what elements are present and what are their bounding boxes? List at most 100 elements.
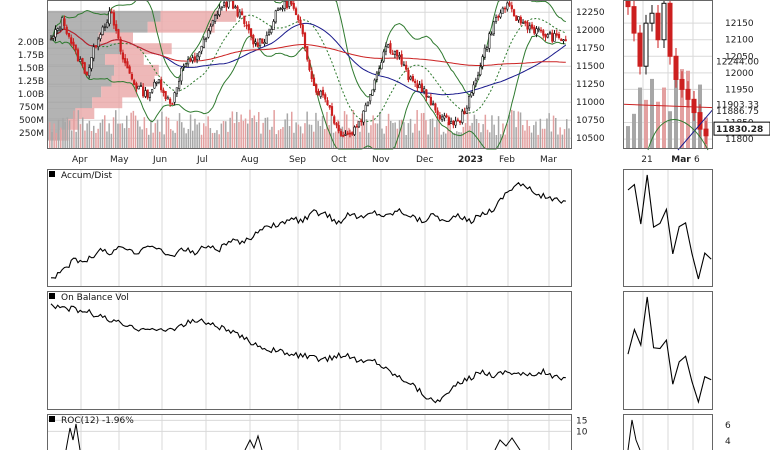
- candle-body: [121, 52, 125, 60]
- candle-body: [144, 90, 147, 97]
- volume-bar: [145, 128, 148, 149]
- candle-body: [148, 92, 152, 98]
- candle-body: [263, 42, 266, 45]
- volume-bar: [326, 111, 328, 149]
- volume-bar: [407, 123, 410, 149]
- candle-body: [423, 88, 426, 92]
- candle-body: [56, 28, 59, 31]
- on-balance-volume-detail-line: [627, 296, 712, 405]
- candle-body: [335, 123, 338, 126]
- volume-bar: [475, 119, 478, 149]
- candle-body: [126, 61, 129, 69]
- volume-bar: [449, 121, 451, 149]
- volume-bar: [187, 129, 190, 149]
- volume-bar: [88, 120, 91, 149]
- candle-body: [371, 89, 374, 96]
- candle-body: [467, 96, 471, 109]
- volume-bar: [557, 134, 559, 149]
- volume-bar: [51, 131, 53, 149]
- volume-bar: [453, 132, 456, 149]
- detail-volume-bar: [662, 87, 666, 149]
- volume-bar: [539, 118, 542, 149]
- roc-title: ROC(12) -1.96%: [61, 416, 134, 426]
- detail-y-tick: 12000: [725, 69, 754, 79]
- x-axis-month-label: 2023: [458, 155, 483, 165]
- volume-bar: [293, 132, 295, 149]
- volume-bar: [255, 121, 258, 149]
- volume-bar: [93, 125, 95, 149]
- candle-body: [169, 98, 172, 104]
- candle-body: [133, 80, 136, 86]
- on-balance-volume-legend-marker: [49, 293, 55, 299]
- candle-body: [191, 57, 194, 61]
- candle-body: [312, 77, 316, 86]
- candle-body: [290, 0, 293, 5]
- candle-body: [348, 132, 352, 135]
- volume-bar: [110, 133, 113, 149]
- volume-bar: [143, 117, 146, 149]
- candle-body: [182, 65, 185, 68]
- x-axis-month-label: Apr: [72, 155, 88, 165]
- volume-bar: [134, 115, 137, 149]
- candle-body: [279, 8, 282, 10]
- detail-candle-body: [643, 22, 649, 67]
- volume-by-price-bar: [92, 97, 123, 109]
- volume-bar: [387, 113, 390, 149]
- detail-y-tick: 12100: [725, 36, 754, 46]
- volume-bar: [442, 131, 445, 149]
- volume-bar: [550, 131, 553, 149]
- volume-bar: [330, 114, 333, 149]
- candle-body: [196, 55, 199, 60]
- volume-bar: [416, 110, 418, 149]
- volume-bar: [264, 117, 267, 149]
- volume-bar: [181, 122, 183, 149]
- volume-bar: [546, 118, 548, 149]
- volume-bar: [271, 126, 273, 149]
- volume-bar: [174, 132, 176, 149]
- candle-body: [173, 92, 176, 103]
- volume-bar: [84, 130, 86, 149]
- detail-candle-body: [679, 78, 685, 90]
- volume-bar: [315, 112, 317, 149]
- volume-bar: [57, 119, 60, 149]
- volume-bar: [185, 133, 187, 149]
- candle-body: [483, 47, 486, 58]
- candle-body: [553, 33, 556, 42]
- price-y-tick: 10750: [576, 116, 605, 126]
- on-balance-volume-title: On Balance Vol: [61, 293, 129, 303]
- volume-bar: [530, 132, 533, 149]
- candle-body: [362, 110, 365, 123]
- volume-by-price-bar: [47, 21, 148, 33]
- volume-bar: [544, 128, 546, 149]
- candle-body: [369, 94, 372, 102]
- bollinger-middle-line: [50, 14, 566, 123]
- candle-body: [254, 41, 257, 44]
- candle-body: [160, 79, 163, 91]
- x-axis-month-label: Jun: [152, 155, 167, 165]
- volume-by-price-bar: [47, 43, 122, 55]
- volume-bar: [365, 119, 368, 149]
- detail-x-label: 21: [641, 155, 652, 165]
- volume-bar: [346, 114, 348, 149]
- volume-bar: [203, 123, 205, 149]
- detail-volume-bar: [650, 78, 654, 149]
- candle-body: [258, 38, 262, 47]
- candle-body: [544, 33, 547, 38]
- volume-bar: [141, 129, 143, 149]
- volume-bar: [73, 110, 75, 149]
- volume-bar: [123, 128, 126, 149]
- candle-body: [294, 8, 298, 15]
- volume-bar: [251, 118, 253, 149]
- volume-bar: [368, 132, 370, 149]
- volume-by-price-bar: [98, 32, 133, 44]
- volume-bar: [238, 122, 240, 149]
- x-axis-month-label: Mar: [540, 155, 557, 165]
- volume-by-price-bar: [160, 10, 237, 22]
- candle-body: [76, 49, 80, 62]
- volume-by-price-bar: [47, 86, 102, 98]
- candle-body: [306, 46, 309, 60]
- volume-axis-tick: 500M: [19, 116, 44, 126]
- volume-bar: [350, 131, 352, 149]
- candle-body: [535, 28, 538, 35]
